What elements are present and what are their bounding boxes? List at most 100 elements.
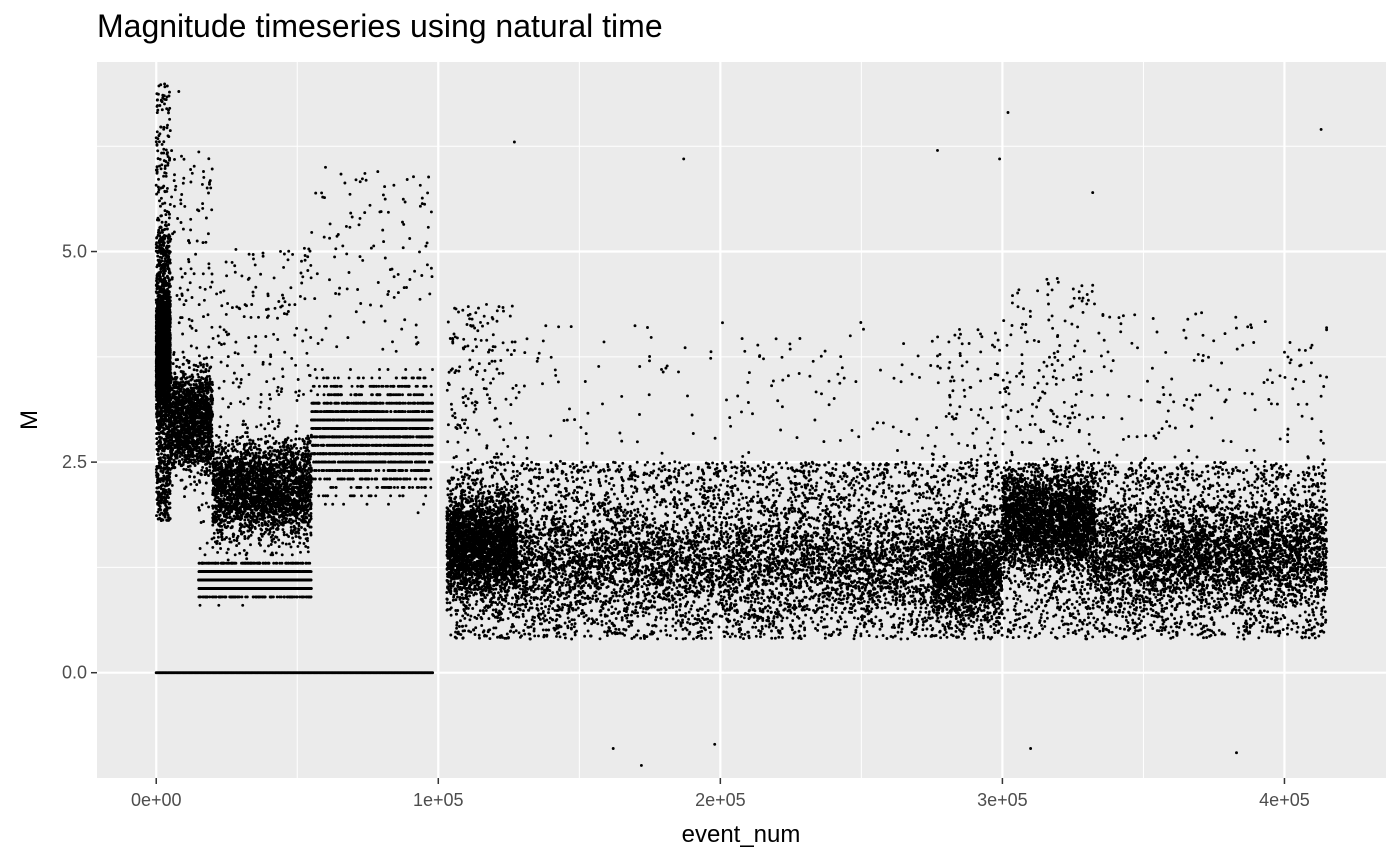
data-point — [167, 216, 171, 220]
data-point — [164, 220, 168, 224]
data-point — [176, 217, 180, 220]
data-point — [206, 417, 210, 421]
data-point — [177, 447, 181, 451]
data-point — [192, 458, 196, 462]
data-point — [187, 448, 191, 452]
data-point — [187, 409, 191, 413]
data-point — [197, 303, 201, 307]
data-point — [187, 432, 191, 436]
data-point — [191, 438, 195, 442]
data-point — [199, 378, 202, 382]
data-point — [181, 391, 185, 395]
data-point — [206, 432, 210, 436]
data-point — [184, 388, 188, 392]
data-point — [210, 325, 214, 329]
data-point — [204, 406, 208, 410]
data-point — [209, 397, 213, 401]
data-point — [184, 440, 188, 444]
data-point — [167, 111, 170, 115]
data-point — [163, 85, 167, 89]
data-point — [198, 361, 202, 365]
data-point — [159, 204, 162, 208]
data-point — [199, 369, 203, 373]
data-point — [195, 443, 199, 447]
data-point — [183, 495, 186, 499]
data-point — [210, 402, 214, 406]
data-point — [211, 447, 215, 451]
data-point — [179, 413, 183, 417]
data-point — [189, 482, 193, 486]
data-point — [198, 408, 202, 412]
data-point — [172, 179, 176, 183]
data-point — [179, 267, 183, 271]
data-point — [199, 457, 203, 461]
data-point — [203, 386, 206, 390]
data-point — [202, 298, 206, 302]
data-point — [210, 280, 214, 284]
data-point — [176, 396, 180, 400]
data-point — [194, 329, 198, 333]
data-point — [177, 321, 181, 325]
data-point — [172, 204, 176, 208]
data-point — [210, 208, 214, 212]
data-point — [172, 452, 176, 456]
data-point — [294, 437, 298, 441]
data-point — [159, 125, 163, 129]
data-point — [172, 392, 176, 396]
data-point — [182, 176, 186, 180]
data-point — [170, 276, 174, 280]
data-point — [202, 363, 205, 367]
data-point — [156, 92, 160, 96]
data-point — [207, 440, 211, 444]
data-point — [163, 201, 167, 205]
data-point — [159, 167, 163, 171]
data-point — [182, 383, 186, 387]
data-point — [197, 150, 201, 154]
data-point — [155, 111, 159, 115]
data-point — [159, 225, 163, 229]
data-point — [189, 404, 193, 408]
data-point — [183, 437, 186, 441]
data-point — [209, 186, 213, 190]
data-point — [199, 472, 203, 476]
data-point — [188, 281, 192, 285]
chart-title: Magnitude timeseries using natural time — [97, 8, 663, 45]
data-point — [179, 442, 183, 446]
data-point — [192, 363, 196, 367]
data-point — [200, 376, 204, 380]
data-point — [204, 425, 208, 429]
data-point — [194, 383, 198, 386]
data-point — [187, 260, 191, 264]
data-point — [173, 405, 176, 409]
data-point — [159, 196, 163, 200]
data-point — [156, 231, 160, 234]
data-point — [192, 272, 196, 276]
data-point — [182, 303, 186, 307]
data-point — [207, 191, 210, 195]
data-point — [210, 389, 214, 393]
data-point — [206, 313, 210, 317]
data-point — [170, 195, 174, 199]
data-point — [170, 449, 174, 453]
data-point — [160, 142, 164, 146]
data-point — [172, 462, 176, 466]
data-point — [195, 411, 199, 415]
data-point — [202, 459, 206, 463]
data-point — [202, 413, 206, 417]
data-point — [203, 434, 207, 438]
data-point — [249, 543, 252, 547]
data-point — [156, 108, 160, 112]
data-point — [175, 440, 179, 444]
data-point — [192, 401, 196, 405]
data-point — [181, 427, 185, 431]
data-point — [216, 535, 220, 539]
data-points — [154, 82, 1329, 767]
data-point — [190, 377, 194, 381]
data-point — [189, 168, 193, 171]
data-point — [169, 453, 173, 457]
data-point — [209, 386, 212, 390]
data-point — [175, 454, 179, 458]
data-point — [274, 551, 278, 555]
data-point — [168, 129, 172, 133]
data-point — [205, 186, 209, 190]
